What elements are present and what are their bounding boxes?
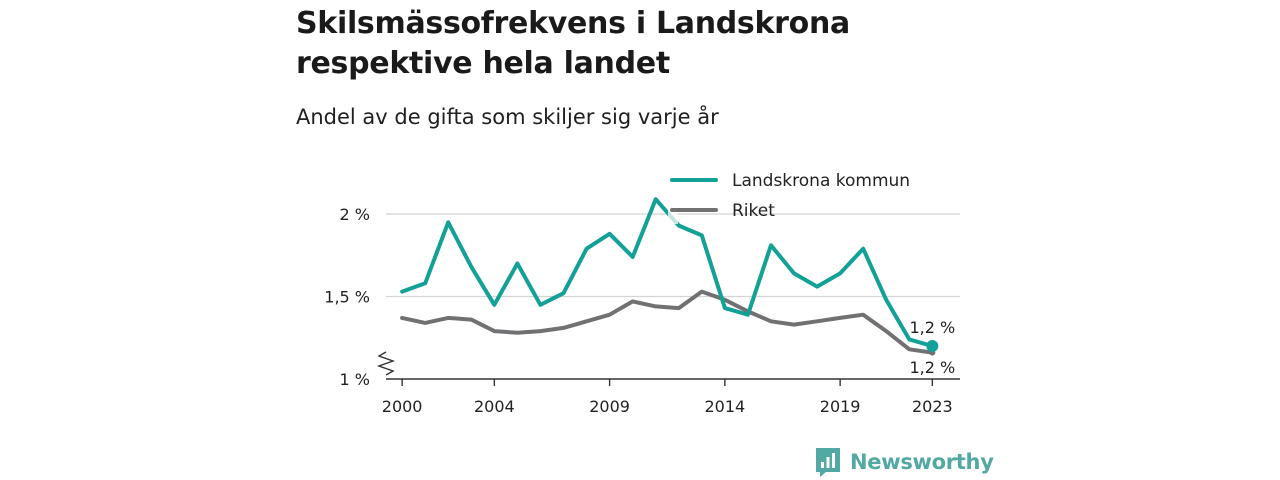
end-labels: 1,2 % 1,2 % [907,318,957,379]
y-tick-label: 2 % [340,205,370,224]
x-axis-tick-labels: 2000 2004 2009 2014 2019 2023 [382,379,953,416]
x-tick-label: 2009 [589,397,630,416]
y-tick-label: 1,5 % [324,288,370,307]
newsworthy-brand: Newsworthy [814,446,994,478]
series-line-landskrona [400,197,935,348]
y-tick-label: 1 % [340,370,370,389]
legend-label: Landskrona kommun [732,171,910,191]
x-tick-label: 2014 [705,397,746,416]
x-tick-label: 2004 [474,397,515,416]
series-lines [400,197,939,356]
axis-break-icon [376,351,396,376]
bar-chart-logo-icon [816,448,840,477]
legend: Landskrona kommun Riket [668,171,910,224]
legend-label: Riket [732,201,775,221]
x-tick-label: 2000 [382,397,423,416]
y-axis-tick-labels: 1 % 1,5 % 2 % [324,205,370,389]
chart-subtitle: Andel av de gifta som skiljer sig varje … [296,105,719,129]
x-tick-label: 2019 [820,397,861,416]
chart-title: Skilsmässofrekvens i Landskrona respekti… [296,6,850,81]
brand-name: Newsworthy [850,450,994,474]
x-axis [376,351,960,380]
end-label-landskrona: 1,2 % [909,318,955,337]
series-line-riket [400,289,935,355]
end-point-landskrona [926,340,939,352]
end-label-riket: 1,2 % [909,358,955,377]
x-tick-label: 2023 [912,397,953,416]
grid-lines [386,213,960,298]
